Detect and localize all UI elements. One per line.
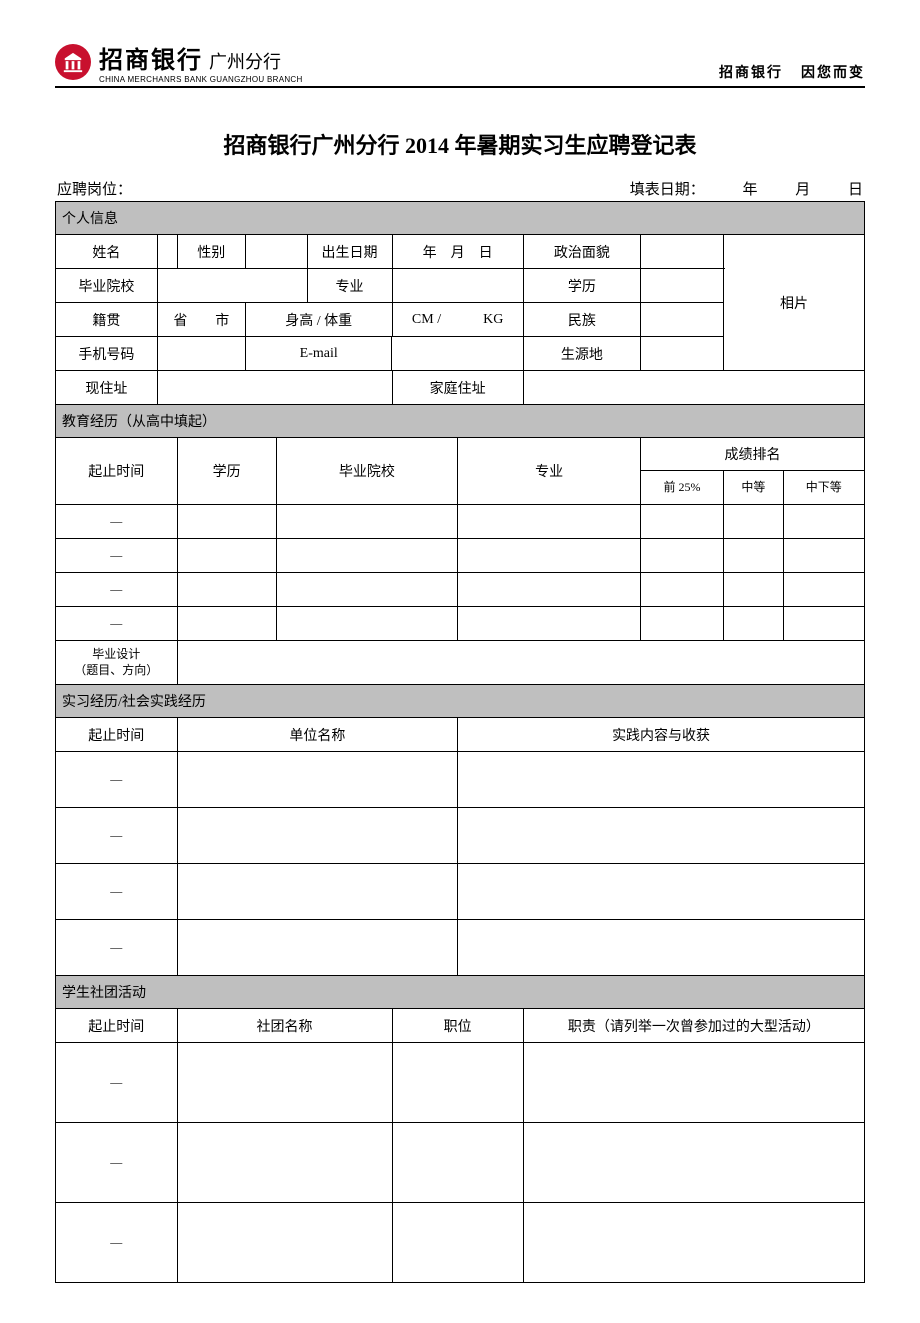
label-hometown: 籍贯: [56, 303, 158, 337]
label-politics: 政治面貌: [523, 235, 640, 269]
club-header-duty: 职责（请列举一次曾参加过的大型活动）: [523, 1009, 864, 1043]
edu-header-school: 毕业院校: [276, 438, 457, 505]
branch-name: 广州分行: [209, 48, 281, 74]
field-home-address[interactable]: [523, 371, 864, 405]
edu-row: —: [56, 505, 865, 539]
intern-row: —: [56, 864, 865, 920]
field-ethnic[interactable]: [641, 303, 724, 337]
field-email[interactable]: [392, 337, 523, 371]
edu-header-major: 专业: [458, 438, 641, 505]
edu-header-degree: 学历: [177, 438, 276, 505]
field-hometown[interactable]: 省 市: [157, 303, 245, 337]
bank-logo-icon: [55, 44, 91, 80]
intern-row: —: [56, 808, 865, 864]
field-major[interactable]: [392, 269, 523, 303]
field-name[interactable]: [157, 235, 177, 269]
edu-row: —: [56, 607, 865, 641]
field-birth[interactable]: 年 月 日: [392, 235, 523, 269]
intern-header-period: 起止时间: [56, 718, 178, 752]
position-label: 应聘岗位：: [57, 178, 132, 199]
edu-header-rank-mid: 中等: [724, 471, 784, 505]
label-gender: 性别: [177, 235, 245, 269]
section-education: 教育经历（从高中填起）: [56, 405, 865, 438]
page-header: 招商银行 广州分行 CHINA MERCHANRS BANK GUANGZHOU…: [55, 40, 865, 88]
label-home-address: 家庭住址: [392, 371, 523, 405]
label-degree: 学历: [523, 269, 640, 303]
section-internship: 实习经历/社会实践经历: [56, 685, 865, 718]
club-row: —: [56, 1203, 865, 1283]
meta-row: 应聘岗位： 填表日期： 年 月 日: [55, 178, 865, 199]
fill-date: 填表日期： 年 月 日: [630, 178, 863, 199]
field-degree[interactable]: [641, 269, 724, 303]
label-origin: 生源地: [523, 337, 640, 371]
edu-row: —: [56, 573, 865, 607]
label-thesis: 毕业设计 （题目、方向）: [56, 641, 178, 685]
section-club: 学生社团活动: [56, 976, 865, 1009]
field-address[interactable]: [157, 371, 392, 405]
logo-text: 招商银行 广州分行 CHINA MERCHANRS BANK GUANGZHOU…: [99, 40, 303, 84]
club-header-name: 社团名称: [177, 1009, 392, 1043]
bank-name: 招商银行: [99, 40, 203, 75]
club-row: —: [56, 1043, 865, 1123]
intern-header-company: 单位名称: [177, 718, 458, 752]
label-major: 专业: [307, 269, 392, 303]
edu-header-rank-top25: 前 25%: [641, 471, 724, 505]
field-gender[interactable]: [245, 235, 307, 269]
page-title: 招商银行广州分行 2014 年暑期实习生应聘登记表: [55, 128, 865, 160]
label-phone: 手机号码: [56, 337, 158, 371]
intern-row: —: [56, 752, 865, 808]
label-address: 现住址: [56, 371, 158, 405]
club-row: —: [56, 1123, 865, 1203]
field-thesis[interactable]: [177, 641, 864, 685]
section-personal: 个人信息: [56, 202, 865, 235]
edu-header-period: 起止时间: [56, 438, 178, 505]
field-origin[interactable]: [641, 337, 724, 371]
label-height-weight: 身高 / 体重: [245, 303, 392, 337]
field-politics[interactable]: [641, 235, 724, 269]
bank-name-en: CHINA MERCHANRS BANK GUANGZHOU BRANCH: [99, 75, 303, 84]
form-table: 个人信息 姓名 性别 出生日期 年 月 日 政治面貌 相片 毕业院校 专业 学历…: [55, 201, 865, 1283]
label-school: 毕业院校: [56, 269, 158, 303]
intern-row: —: [56, 920, 865, 976]
slogan: 招商银行因您而变: [719, 62, 865, 84]
label-ethnic: 民族: [523, 303, 640, 337]
label-name: 姓名: [56, 235, 158, 269]
club-header-position: 职位: [392, 1009, 523, 1043]
edu-header-rank-low: 中下等: [783, 471, 864, 505]
edu-header-rank: 成绩排名: [641, 438, 865, 471]
edu-row: —: [56, 539, 865, 573]
intern-header-content: 实践内容与收获: [458, 718, 865, 752]
label-birth: 出生日期: [307, 235, 392, 269]
field-school[interactable]: [157, 269, 307, 303]
field-phone[interactable]: [157, 337, 245, 371]
photo-cell[interactable]: 相片: [724, 235, 865, 371]
logo-block: 招商银行 广州分行 CHINA MERCHANRS BANK GUANGZHOU…: [55, 40, 303, 84]
field-height-weight[interactable]: CM / KG: [392, 303, 523, 337]
label-email: E-mail: [245, 337, 392, 371]
club-header-period: 起止时间: [56, 1009, 178, 1043]
